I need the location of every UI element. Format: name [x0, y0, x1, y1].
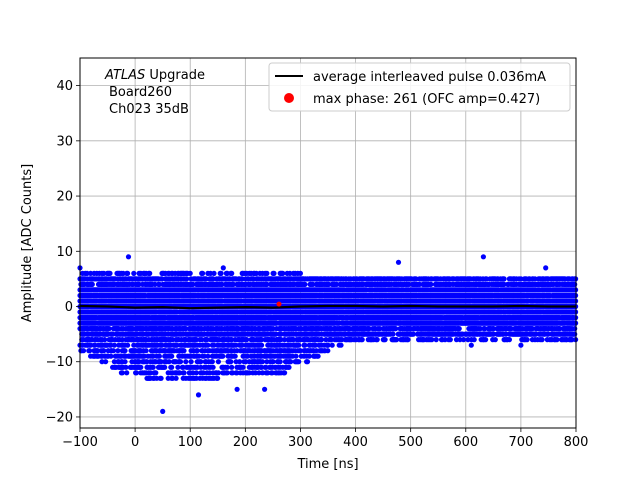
data-point: [211, 270, 217, 276]
data-point: [359, 337, 365, 343]
data-point: [133, 370, 139, 376]
data-point: [147, 370, 154, 376]
data-point: [125, 270, 131, 276]
data-point: [277, 359, 283, 365]
data-point: [215, 359, 221, 365]
data-point: [433, 337, 439, 343]
data-point: [89, 281, 95, 287]
data-point: [210, 364, 216, 370]
data-point: [110, 331, 116, 337]
data-point: [200, 270, 206, 276]
data-point: [296, 342, 302, 348]
data-point: [405, 337, 411, 343]
data-point: [177, 359, 184, 365]
data-point: [229, 364, 235, 370]
data-point: [271, 270, 277, 276]
data-point: [228, 359, 234, 365]
data-point: [131, 270, 137, 276]
data-point: [183, 359, 189, 365]
data-point: [374, 337, 380, 343]
data-point: [103, 359, 109, 365]
data-point: [302, 281, 308, 287]
data-point: [286, 364, 292, 370]
data-point: [240, 364, 246, 370]
data-point: [108, 353, 114, 359]
data-point: [390, 331, 396, 337]
data-point: [181, 370, 187, 376]
data-point: [188, 359, 194, 365]
data-point: [177, 370, 183, 376]
data-point: [288, 359, 294, 365]
data-point: [304, 359, 311, 365]
data-point: [175, 364, 181, 370]
data-point: [119, 337, 125, 343]
data-point: [147, 270, 153, 276]
data-point: [153, 370, 159, 376]
data-point: [95, 348, 101, 354]
data-point: [282, 370, 288, 376]
data-point: [218, 270, 224, 276]
data-point: [110, 348, 117, 354]
data-point: [259, 342, 265, 348]
data-point: [122, 359, 128, 365]
data-point: [338, 342, 344, 348]
data-point: [181, 348, 187, 354]
data-point: [101, 348, 107, 354]
data-point: [138, 364, 144, 370]
data-point: [143, 348, 149, 354]
data-point: [107, 270, 113, 276]
data-point: [156, 353, 162, 359]
data-point: [293, 353, 299, 359]
data-point: [325, 348, 331, 354]
data-point: [87, 348, 93, 354]
data-point: [80, 348, 87, 354]
data-point: [184, 276, 190, 282]
data-point: [99, 359, 105, 365]
data-point: [106, 326, 112, 332]
data-point: [169, 353, 175, 359]
data-point: [209, 359, 215, 365]
data-point: [166, 359, 172, 365]
data-point: [122, 348, 128, 354]
data-point: [115, 348, 121, 354]
data-point: [264, 270, 270, 276]
data-point: [187, 270, 193, 276]
data-point: [220, 353, 226, 359]
data-point: [173, 375, 179, 381]
data-point: [111, 342, 117, 348]
data-point: [119, 370, 125, 376]
data-points: [77, 254, 579, 414]
data-point: [232, 353, 238, 359]
data-point: [125, 342, 131, 348]
data-point: [215, 375, 221, 381]
data-point: [158, 359, 164, 365]
data-point: [124, 370, 130, 376]
data-point: [158, 375, 164, 381]
data-point: [150, 364, 156, 370]
data-point: [229, 270, 235, 276]
data-point: [297, 270, 303, 276]
data-point: [169, 364, 175, 370]
data-point: [382, 337, 388, 343]
data-point: [296, 359, 302, 365]
data-point: [428, 281, 434, 287]
data-point: [123, 364, 129, 370]
data-point: [162, 364, 168, 370]
data-point: [315, 353, 321, 359]
data-point: [102, 337, 108, 343]
